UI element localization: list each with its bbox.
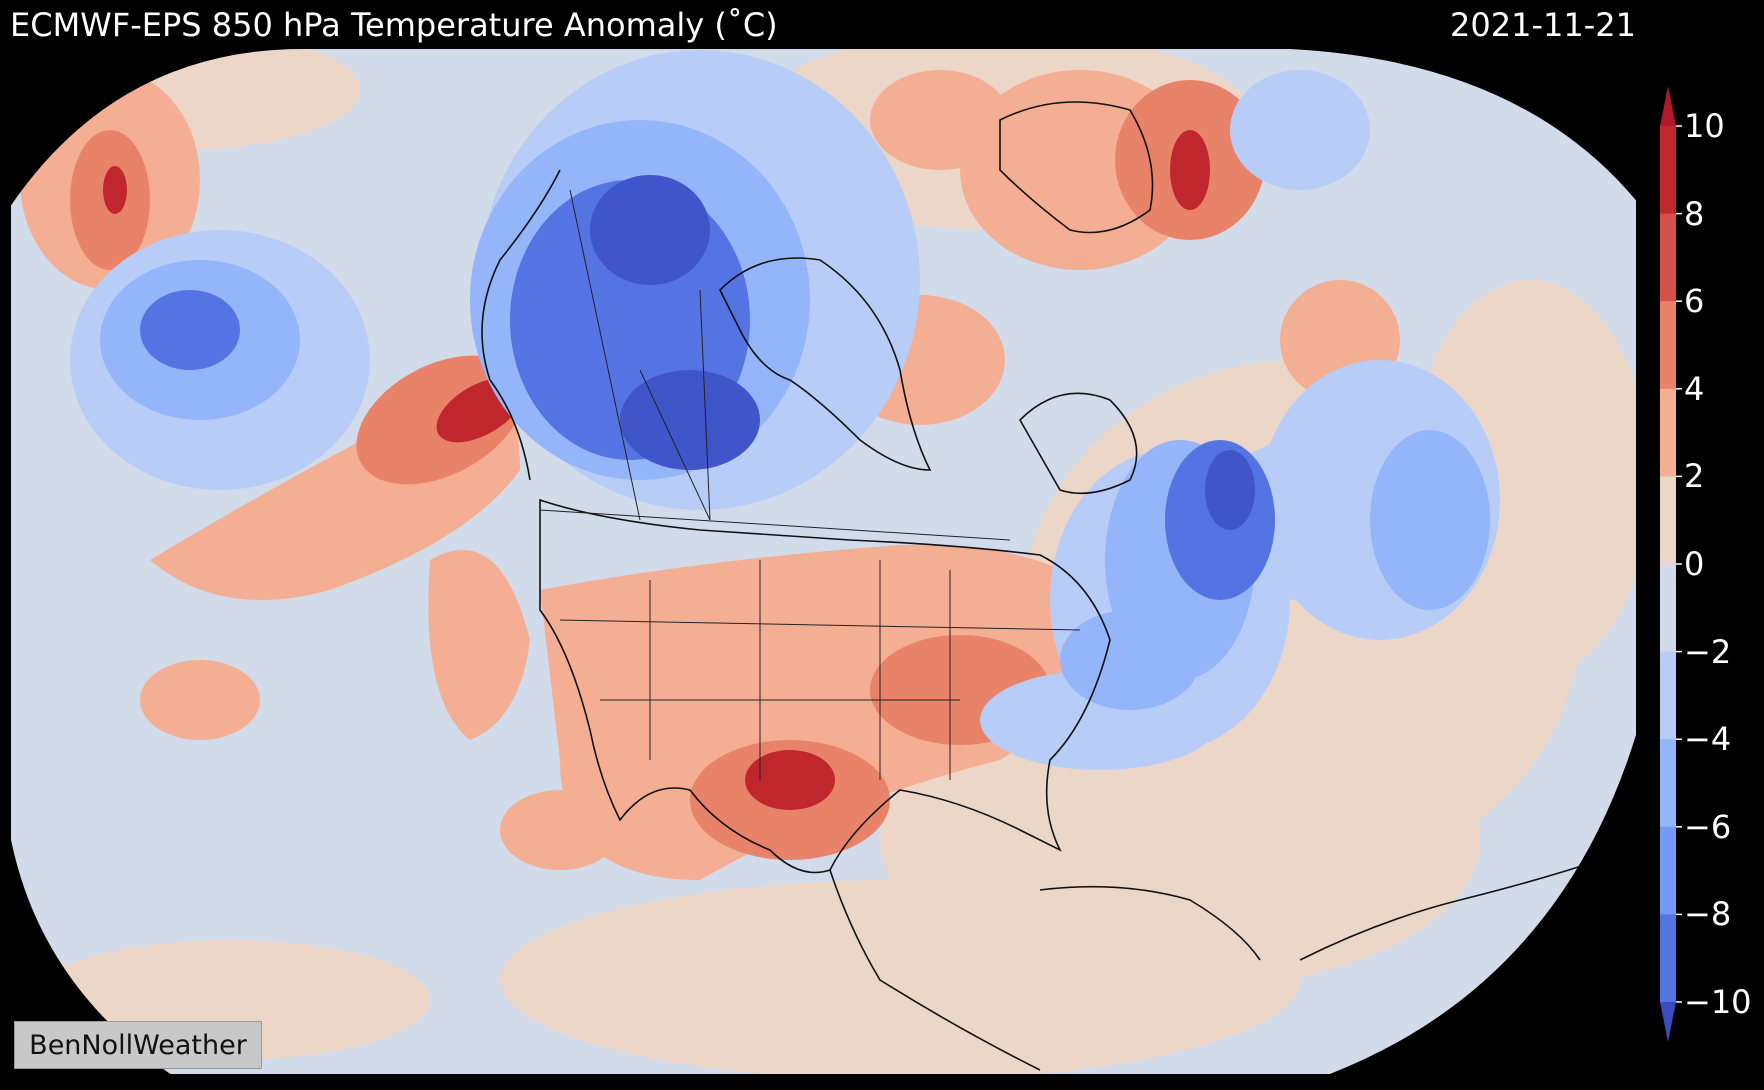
colorbar-band bbox=[1660, 301, 1676, 390]
colorbar-tick-label: −8 bbox=[1684, 895, 1732, 934]
colorbar-extend-max bbox=[1660, 86, 1676, 126]
colorbar-tick-label: −6 bbox=[1684, 807, 1732, 846]
colorbar-band bbox=[1660, 476, 1676, 565]
colorbar bbox=[1660, 86, 1682, 1042]
colorbar-tick-label: 8 bbox=[1684, 194, 1705, 233]
colorbar-band bbox=[1660, 651, 1676, 740]
map-date: 2021-11-21 bbox=[1450, 6, 1636, 44]
colorbar-band bbox=[1660, 388, 1676, 477]
warm-zones bbox=[20, 70, 1400, 880]
colorbar-tick-label: 6 bbox=[1684, 282, 1705, 321]
colorbar-tick-label: 2 bbox=[1684, 457, 1705, 496]
colorbar-tick-label: −2 bbox=[1684, 632, 1732, 671]
colorbar-tick-label: −10 bbox=[1684, 983, 1752, 1021]
extreme-cool-zones bbox=[590, 175, 1255, 530]
colorbar-tick-label: −4 bbox=[1684, 720, 1732, 759]
watermark: BenNollWeather bbox=[14, 1021, 262, 1069]
colorbar-band bbox=[1660, 126, 1676, 215]
colorbar-tick-label: 10 bbox=[1684, 107, 1725, 145]
colorbar-band bbox=[1660, 213, 1676, 302]
colorbar-band bbox=[1660, 564, 1676, 653]
colorbar-tick-label: 0 bbox=[1684, 545, 1705, 583]
map-title: ECMWF-EPS 850 hPa Temperature Anomaly (˚… bbox=[10, 6, 778, 44]
political-borders bbox=[539, 189, 1081, 780]
colorbar-band bbox=[1660, 739, 1676, 828]
colorbar-band bbox=[1660, 914, 1676, 1003]
colorbar-tick-label: 4 bbox=[1684, 369, 1705, 408]
colorbar-band bbox=[1660, 826, 1676, 915]
colorbar-extend-min bbox=[1660, 1002, 1676, 1042]
coastlines bbox=[481, 101, 1601, 1071]
